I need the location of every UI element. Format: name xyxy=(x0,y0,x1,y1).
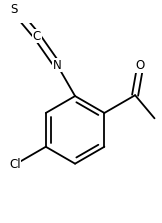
Text: S: S xyxy=(11,2,18,16)
Text: O: O xyxy=(136,59,145,72)
Text: C: C xyxy=(33,30,41,43)
Text: Cl: Cl xyxy=(9,158,21,171)
Text: N: N xyxy=(53,59,62,72)
